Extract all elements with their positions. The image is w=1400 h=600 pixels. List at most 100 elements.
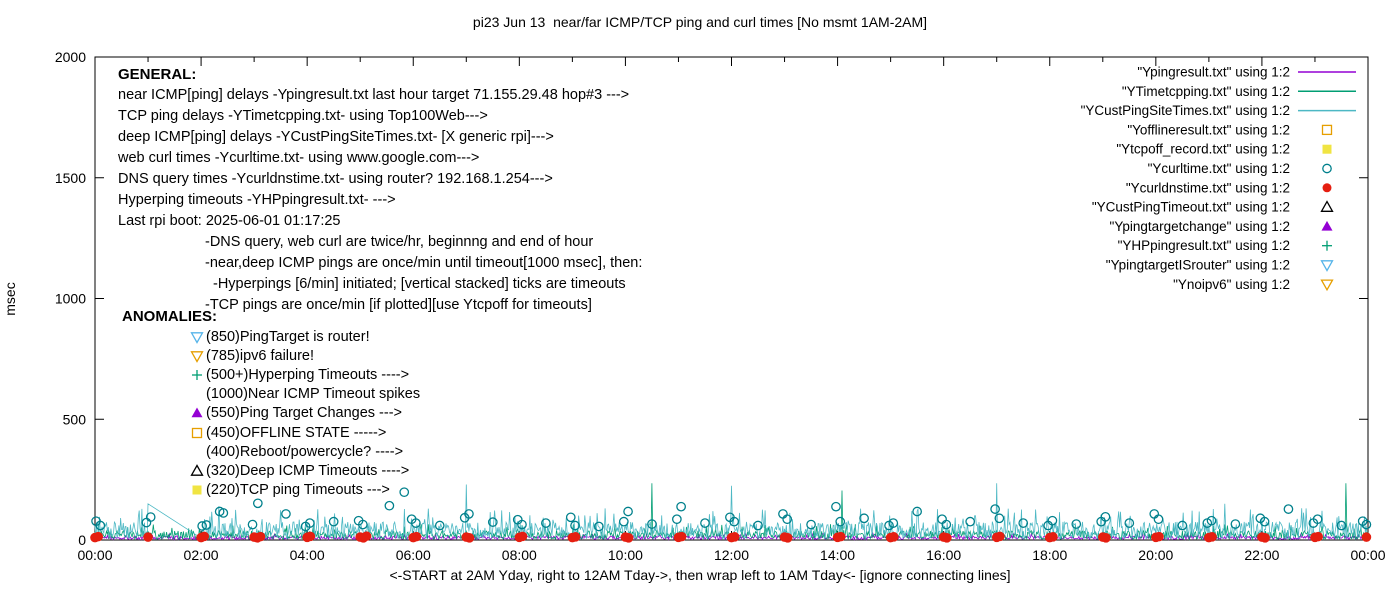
legend-label: "YpingtargetISrouter" using 1:2 xyxy=(1106,258,1290,273)
anomaly-item: (500+)Hyperping Timeouts ----> xyxy=(190,365,420,384)
data-point-web_curl xyxy=(304,518,315,528)
data-point-web_curl xyxy=(782,514,793,525)
data-point-web_curl xyxy=(618,516,629,527)
data-point-dns xyxy=(1101,533,1111,543)
data-point-web_curl xyxy=(753,520,763,531)
anomaly-item: (220)TCP ping Timeouts ---> xyxy=(190,481,420,500)
data-point-web_curl xyxy=(594,521,604,532)
data-point-web_curl xyxy=(247,519,258,530)
x-tick-label: 08:00 xyxy=(502,547,537,563)
x-tick-label: 00:00 xyxy=(77,547,112,563)
data-point-web_curl xyxy=(647,519,657,529)
data-point-web_curl xyxy=(358,519,368,530)
data-point-dns xyxy=(143,532,153,542)
data-point-web_curl xyxy=(328,516,339,527)
square-filled-icon xyxy=(192,485,202,495)
data-point-web_curl xyxy=(464,509,474,519)
data-point-dns xyxy=(835,531,846,542)
legend-label: "YCustPingTimeout.txt" using 1:2 xyxy=(1092,200,1290,215)
x-tick-label: 06:00 xyxy=(396,547,431,563)
legend-label: "Ycurldnstime.txt" using 1:2 xyxy=(1126,180,1290,195)
data-point-web_curl xyxy=(912,506,922,517)
anomaly-label: (400)Reboot/powercycle? ----> xyxy=(206,443,404,460)
triangle-up-filled-icon xyxy=(191,407,203,418)
data-point-web_curl xyxy=(1361,519,1372,530)
legend-label: "Ypingtargetchange" using 1:2 xyxy=(1110,219,1290,234)
square-open-icon xyxy=(191,427,203,438)
data-point-web_curl xyxy=(281,509,291,519)
data-point-web_curl xyxy=(700,518,710,528)
y-tick-label: 1000 xyxy=(55,291,86,307)
data-point-web_curl xyxy=(1047,515,1058,526)
y-tick-label: 2000 xyxy=(55,49,86,65)
y-tick-label: 500 xyxy=(63,411,87,427)
data-point-web_curl xyxy=(672,514,682,525)
data-point-web_curl xyxy=(141,517,152,528)
data-point-web_curl xyxy=(941,519,952,530)
legend-label: "Ytcpoff_record.txt" using 1:2 xyxy=(1116,142,1290,157)
data-point-dns xyxy=(782,533,793,543)
data-point-web_curl xyxy=(990,504,1000,514)
general-line: Hyperping timeouts -YHPpingresult.txt- -… xyxy=(118,192,396,208)
no-marker-icon xyxy=(190,444,205,460)
data-point-web_curl xyxy=(994,513,1005,524)
x-tick-label: 16:00 xyxy=(926,547,961,563)
x-axis-label: <-START at 2AM Yday, right to 12AM Tday-… xyxy=(389,567,1011,583)
data-point-web_curl xyxy=(201,520,212,530)
circle-open-icon xyxy=(1322,163,1332,174)
general-line: -near,deep ICMP pings are once/min until… xyxy=(205,255,643,271)
data-point-dns xyxy=(729,532,740,542)
x-tick-label: 10:00 xyxy=(608,547,643,563)
data-point-web_curl xyxy=(565,512,576,523)
triangle-down-open-icon xyxy=(190,331,204,344)
general-line: Last rpi boot: 2025-06-01 01:17:25 xyxy=(118,213,341,229)
data-point-web_curl xyxy=(1336,520,1347,531)
anomaly-label: (500+)Hyperping Timeouts ----> xyxy=(206,366,410,383)
data-point-web_curl xyxy=(218,508,229,518)
data-point-web_curl xyxy=(1071,519,1082,529)
data-point-dns xyxy=(889,532,899,542)
general-line: deep ICMP[ping] delays -YCustPingSiteTim… xyxy=(118,129,554,145)
data-point-dns xyxy=(255,531,266,542)
triangle-up-open-icon xyxy=(190,464,204,476)
data-point-dns xyxy=(1260,533,1270,543)
legend-label: "YTimetcpping.txt" using 1:2 xyxy=(1122,84,1290,99)
data-point-web_curl xyxy=(1283,504,1294,514)
anomaly-item: (320)Deep ICMP Timeouts ----> xyxy=(190,461,420,480)
legend-label: "Ypingresult.txt" using 1:2 xyxy=(1137,65,1290,80)
anomaly-label: (320)Deep ICMP Timeouts ----> xyxy=(206,462,410,479)
data-point-web_curl xyxy=(778,509,788,519)
data-point-web_curl xyxy=(145,512,156,522)
data-point-dns xyxy=(942,533,952,543)
data-point-dns xyxy=(517,531,528,542)
x-tick-label: 00:00 xyxy=(1350,547,1385,563)
data-point-dns xyxy=(623,533,634,543)
data-point-web_curl xyxy=(517,519,527,530)
circle-filled-icon xyxy=(1322,183,1332,193)
square-open-icon xyxy=(1321,124,1333,136)
anomaly-label: (850)PingTarget is router! xyxy=(206,328,370,345)
anomaly-label: (785)ipv6 failure! xyxy=(206,347,314,364)
data-point-web_curl xyxy=(541,518,551,528)
data-point-web_curl xyxy=(384,500,395,511)
triangle-up-open-icon xyxy=(1320,200,1334,212)
data-point-web_curl xyxy=(806,519,816,530)
general-annotation-block: GENERAL: near ICMP[ping] delays -Ypingre… xyxy=(118,64,642,316)
triangle-up-filled-icon xyxy=(1321,220,1333,231)
data-point-web_curl xyxy=(1259,516,1270,527)
data-point-web_curl xyxy=(831,501,841,512)
y-tick-label: 0 xyxy=(78,532,86,548)
data-point-web_curl xyxy=(487,517,498,527)
data-point-web_curl xyxy=(399,487,410,498)
legend-label: "Yofflineresult.txt" using 1:2 xyxy=(1127,122,1290,137)
general-line: -DNS query, web curl are twice/hr, begin… xyxy=(205,234,594,250)
square-open-icon xyxy=(191,427,203,438)
x-tick-label: 14:00 xyxy=(820,547,855,563)
anomaly-item: (785)ipv6 failure! xyxy=(190,346,420,365)
triangle-up-open-icon xyxy=(190,464,204,476)
y-tick-label: 1500 xyxy=(55,170,86,186)
legend-label: "Ycurltime.txt" using 1:2 xyxy=(1148,161,1290,176)
x-tick-label: 12:00 xyxy=(714,547,749,563)
data-point-dns xyxy=(305,531,316,542)
